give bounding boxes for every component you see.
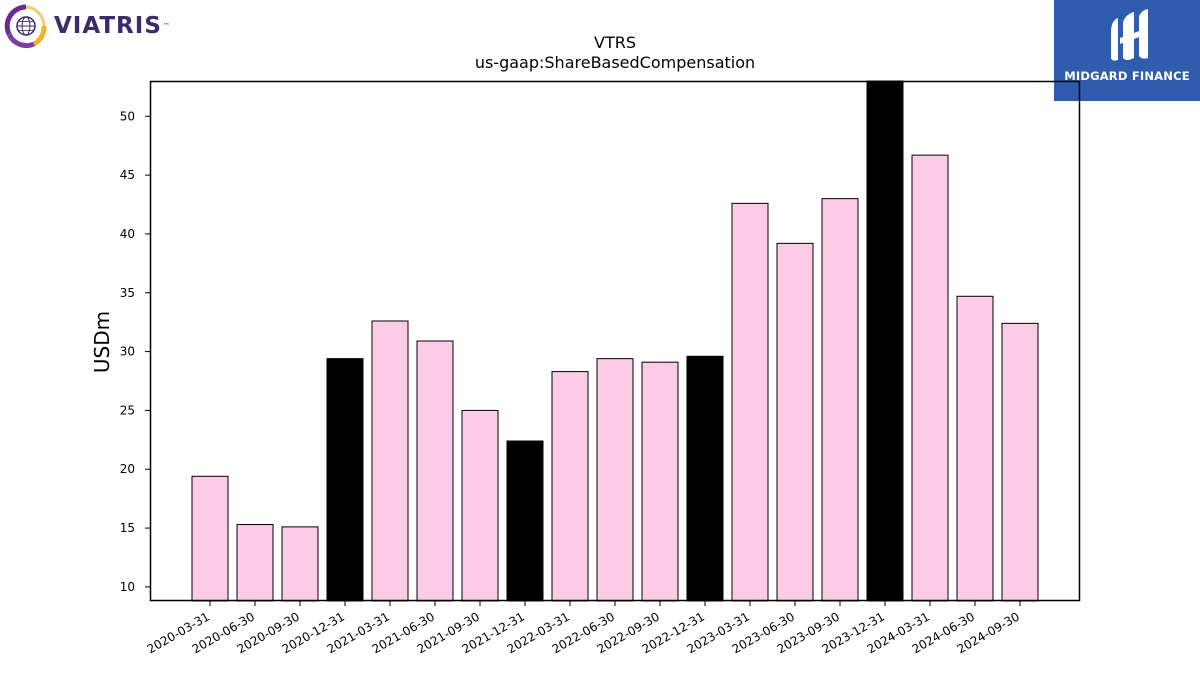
midgard-finance-logo: MIDGARD FINANCE xyxy=(1054,0,1200,101)
y-axis-ticks: 10 15 20 25 30 35 40 45 50 xyxy=(120,109,150,594)
viatris-logo: VIATRIS ™ xyxy=(4,4,170,48)
bar-2023-03-31 xyxy=(731,202,769,602)
bar-2021-09-30 xyxy=(461,409,499,602)
y-tick-label: 40 xyxy=(120,227,135,241)
bar-2020-06-30 xyxy=(236,524,274,602)
bar-2022-03-31 xyxy=(551,371,589,602)
bar-2023-12-31 xyxy=(866,80,904,602)
bar-2022-06-30 xyxy=(596,358,634,602)
bar-2020-12-31 xyxy=(326,358,364,602)
bar-2020-03-31 xyxy=(191,475,229,602)
viatris-logo-text: VIATRIS xyxy=(54,13,162,39)
x-axis-ticks: 2020-03-312020-06-302020-09-302020-12-31… xyxy=(145,601,1022,656)
bar-2021-03-31 xyxy=(371,320,409,602)
plot-frame xyxy=(149,80,1081,602)
viatris-logo-tm: ™ xyxy=(162,22,170,30)
bars xyxy=(191,80,1039,602)
chart-subtitle: us-gaap:ShareBasedCompensation xyxy=(475,53,755,72)
y-tick-label: 25 xyxy=(120,403,135,417)
bar-2022-09-30 xyxy=(641,361,679,602)
y-tick-label: 30 xyxy=(120,345,135,359)
bar-2022-12-31 xyxy=(686,355,724,602)
bar-2023-06-30 xyxy=(776,242,814,602)
y-tick-label: 10 xyxy=(120,580,135,594)
chart-title: VTRS xyxy=(594,33,636,52)
y-tick-label: 35 xyxy=(120,286,135,300)
bar-2024-09-30 xyxy=(1001,322,1039,602)
y-tick-label: 15 xyxy=(120,521,135,535)
bar-2021-12-31 xyxy=(506,440,544,602)
bar-2020-09-30 xyxy=(281,526,319,602)
viatris-globe-icon xyxy=(4,4,47,48)
bar-2024-03-31 xyxy=(911,154,949,602)
y-tick-label: 20 xyxy=(120,462,135,476)
midgard-emblem-icon xyxy=(1111,9,1148,61)
bar-2021-06-30 xyxy=(416,340,454,602)
y-axis-label: USDm xyxy=(90,311,114,373)
bar-2024-06-30 xyxy=(956,295,994,602)
midgard-logo-text: MIDGARD FINANCE xyxy=(1064,69,1190,83)
y-tick-label: 50 xyxy=(120,109,135,123)
y-tick-label: 45 xyxy=(120,168,135,182)
bar-2023-09-30 xyxy=(821,198,859,602)
